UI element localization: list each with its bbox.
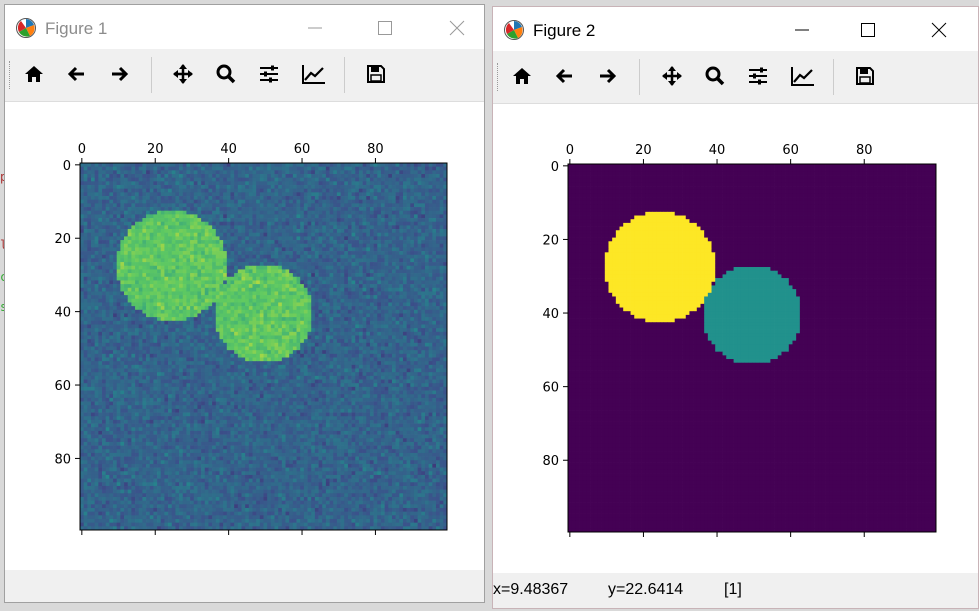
figure2-y-tick-label: 40: [542, 307, 559, 322]
zoom-button[interactable]: [699, 60, 731, 92]
back-icon: [555, 68, 572, 84]
statusbar: x=9.48367 y=22.6414 [1]: [493, 573, 978, 608]
window-title: Figure 1: [45, 19, 107, 39]
figure1-titlebar[interactable]: Figure 1: [5, 5, 484, 49]
home-button[interactable]: [18, 58, 50, 90]
home-icon: [513, 68, 531, 84]
figure2-image: [568, 164, 937, 533]
close-button[interactable]: [434, 13, 480, 43]
matplotlib-app-icon: [504, 20, 524, 40]
figure2-x-tick-label: 0: [566, 143, 574, 158]
figure1-x-tick-label: 20: [147, 142, 164, 157]
toolbar-separator: [639, 59, 640, 95]
maximize-button[interactable]: [845, 15, 891, 45]
statusbar: [5, 570, 484, 602]
figure1-ticks: 0 20 40 60 80 0 20 40 60 80: [54, 142, 384, 535]
matplotlib-app-icon: [16, 18, 36, 38]
figure2-y-tick-label: 0: [551, 160, 559, 175]
figure2-axes[interactable]: 0 20 40 60 80 0 20 40 60 80: [493, 104, 978, 574]
figure2-canvas[interactable]: 0 20 40 60 80 0 20 40 60 80: [493, 104, 978, 574]
minimize-button[interactable]: [779, 15, 825, 45]
figure1-y-tick-label: 40: [54, 306, 71, 321]
figure1-axes[interactable]: 0 20 40 60 80 0 20 40 60 80: [5, 102, 484, 570]
figure1-x-tick-label: 0: [78, 142, 86, 157]
back-icon: [67, 66, 84, 82]
bg-code-fragment: s: [0, 300, 7, 314]
figure1-x-tick-label: 60: [294, 142, 311, 157]
figure1-x-tick-label: 80: [367, 142, 384, 157]
home-icon: [25, 66, 43, 82]
close-button[interactable]: [916, 15, 962, 45]
minimize-button[interactable]: [292, 13, 338, 43]
close-icon: [931, 22, 947, 38]
toolbar-separator: [833, 59, 834, 95]
edit-axes-button[interactable]: [785, 60, 817, 92]
axes-frame: [79, 162, 448, 531]
save-button[interactable]: [360, 58, 392, 90]
figure1-x-tick-label: 40: [220, 142, 237, 157]
pan-icon: [662, 66, 682, 86]
forward-icon: [112, 66, 129, 82]
maximize-icon: [378, 21, 392, 35]
pan-button[interactable]: [656, 60, 688, 92]
figure2-titlebar[interactable]: Figure 2: [493, 7, 978, 51]
configure-subplots-icon: [260, 65, 278, 83]
figure1-y-tick-label: 80: [54, 452, 71, 467]
axes-frame: [567, 163, 937, 533]
figure1-y-tick-label: 20: [54, 232, 71, 247]
toolbar-separator: [344, 57, 345, 93]
cursor-y-readout: y=22.6414: [608, 581, 683, 599]
cursor-x-readout: x=9.48367: [493, 581, 568, 599]
forward-icon: [600, 68, 617, 84]
zoom-button[interactable]: [210, 58, 242, 90]
save-button[interactable]: [849, 60, 881, 92]
toolbar-grip: [9, 61, 12, 89]
configure-subplots-icon: [749, 67, 767, 85]
figure1-window: Figure 1: [4, 4, 485, 603]
figure2-y-tick-label: 20: [542, 233, 559, 248]
home-button[interactable]: [506, 60, 538, 92]
configure-subplots-button[interactable]: [742, 60, 774, 92]
pixel-value-readout: [1]: [724, 581, 742, 599]
zoom-icon: [216, 64, 236, 84]
back-button[interactable]: [61, 58, 93, 90]
toolbar-grip: [497, 63, 500, 91]
close-icon: [449, 20, 465, 36]
figure2-x-tick-label: 60: [782, 143, 799, 158]
figure2-window: Figure 2: [492, 6, 979, 609]
window-title: Figure 2: [533, 21, 595, 41]
forward-button[interactable]: [591, 60, 623, 92]
edit-axes-icon: [791, 67, 814, 86]
pan-icon: [173, 64, 193, 84]
figure1-canvas[interactable]: 0 20 40 60 80 0 20 40 60 80: [5, 102, 484, 570]
figure2-x-tick-label: 80: [856, 143, 873, 158]
figure1-y-tick-label: 0: [63, 159, 71, 174]
figure2-x-tick-label: 20: [635, 143, 652, 158]
pan-button[interactable]: [167, 58, 199, 90]
toolbar-separator: [151, 57, 152, 93]
edit-axes-button[interactable]: [296, 58, 328, 90]
configure-subplots-button[interactable]: [253, 58, 285, 90]
figure2-ticks: 0 20 40 60 80 0 20 40 60 80: [542, 143, 873, 537]
minimize-icon: [795, 29, 809, 31]
bg-code-fragment: p: [0, 170, 7, 184]
back-button[interactable]: [549, 60, 581, 92]
save-icon: [367, 65, 385, 83]
minimize-icon: [308, 27, 322, 29]
bg-code-fragment: c: [0, 270, 7, 284]
forward-button[interactable]: [103, 58, 135, 90]
figure2-x-tick-label: 40: [709, 143, 726, 158]
navigation-toolbar: [5, 49, 484, 102]
figure2-y-tick-label: 80: [542, 454, 559, 469]
save-icon: [856, 67, 874, 85]
zoom-icon: [705, 66, 725, 86]
edit-axes-icon: [302, 65, 325, 84]
figure2-y-tick-label: 60: [542, 381, 559, 396]
maximize-button[interactable]: [362, 13, 408, 43]
navigation-toolbar: [493, 51, 978, 104]
bg-code-fragment: l: [0, 238, 7, 252]
figure1-image: [80, 163, 448, 531]
figure1-y-tick-label: 60: [54, 379, 71, 394]
maximize-icon: [861, 23, 875, 37]
